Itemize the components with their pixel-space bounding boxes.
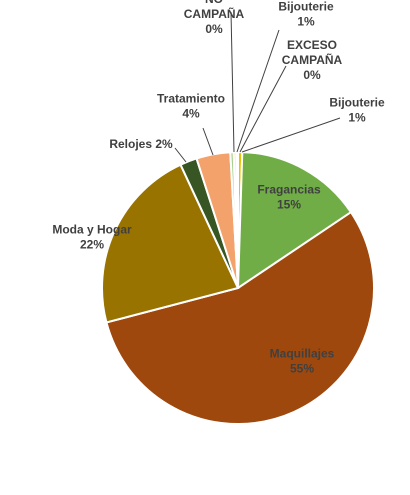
data-label-6: NOCAMPAÑA0% bbox=[184, 0, 245, 36]
data-label-7: Bijouterie 1% bbox=[278, 0, 334, 29]
leader-line-8 bbox=[239, 65, 287, 153]
pie-slice-2 bbox=[105, 210, 375, 425]
leader-line-4 bbox=[174, 147, 187, 163]
leader-line-6 bbox=[230, 11, 235, 153]
leader-line-7 bbox=[236, 29, 280, 153]
pie-slice-3 bbox=[101, 163, 240, 324]
data-label-8: EXCESO CAMPAÑA 0% bbox=[282, 38, 343, 82]
data-label-2: Maquillajes 55% bbox=[270, 347, 335, 376]
data-label-5: Tratamiento 4% bbox=[157, 92, 225, 121]
data-label-1: Fragancias 15% bbox=[257, 183, 321, 212]
pie-slice-1 bbox=[236, 151, 353, 290]
leader-line-0 bbox=[241, 117, 341, 153]
data-label-3: Moda y Hogar 22% bbox=[52, 223, 132, 252]
leader-line-5 bbox=[202, 127, 214, 156]
data-label-4: Relojes 2% bbox=[109, 137, 173, 151]
data-label-0: Bijouterie 1% bbox=[329, 96, 385, 125]
